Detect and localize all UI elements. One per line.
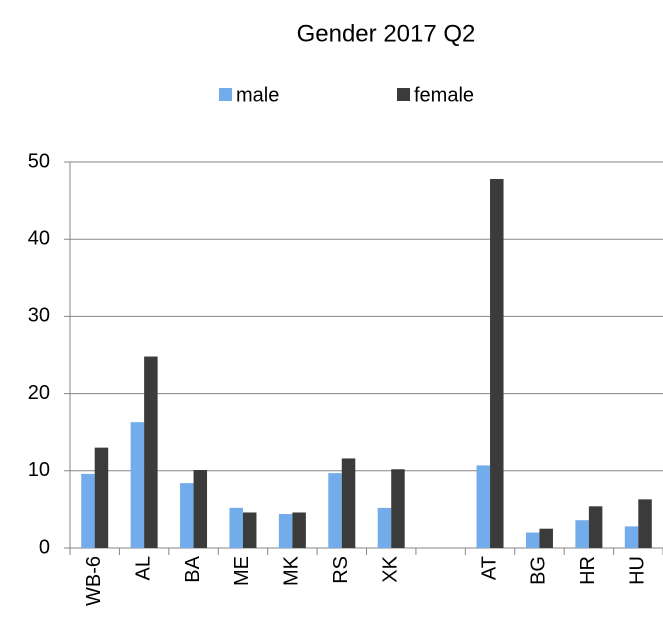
bar (377, 507, 392, 548)
bar (341, 458, 356, 548)
bar (81, 473, 95, 548)
bar (525, 532, 540, 548)
bar (242, 512, 257, 548)
chart-title: Gender 2017 Q2 (297, 20, 476, 47)
y-tick-label: 0 (39, 536, 50, 558)
bar (490, 178, 504, 548)
bar (180, 483, 194, 548)
legend-swatch (219, 88, 232, 101)
bar (229, 507, 243, 548)
bar (391, 469, 405, 548)
y-tick-label: 10 (28, 459, 50, 481)
y-tick-label: 40 (28, 227, 50, 249)
bar (624, 526, 639, 548)
bar (292, 512, 306, 548)
x-tick-label: WB-6 (83, 556, 105, 606)
legend-label: male (236, 84, 279, 106)
bar (193, 470, 208, 548)
bar (278, 514, 293, 548)
bar (575, 520, 589, 548)
y-tick-label: 30 (28, 305, 50, 327)
x-tick-label: BA (182, 555, 204, 582)
x-tick-label: AL (132, 556, 154, 580)
x-tick-label: AT (478, 556, 500, 580)
bar (638, 499, 652, 548)
bar (328, 473, 342, 548)
x-tick-label: XK (379, 555, 401, 582)
x-tick-label: ME (231, 556, 253, 586)
legend-label: female (414, 84, 474, 106)
y-tick-label: 50 (28, 150, 50, 172)
x-tick-label: HR (577, 556, 599, 585)
x-tick-label: MK (281, 555, 303, 586)
bar (130, 422, 145, 548)
x-tick-label: RS (330, 556, 352, 584)
x-tick-label: HU (627, 556, 649, 585)
y-tick-label: 20 (28, 382, 50, 404)
x-tick-label: BG (528, 556, 550, 585)
bar (588, 506, 603, 548)
bar (94, 447, 109, 548)
bar (144, 356, 158, 548)
bar (539, 528, 553, 548)
bar (476, 465, 491, 548)
legend-swatch (397, 88, 410, 101)
